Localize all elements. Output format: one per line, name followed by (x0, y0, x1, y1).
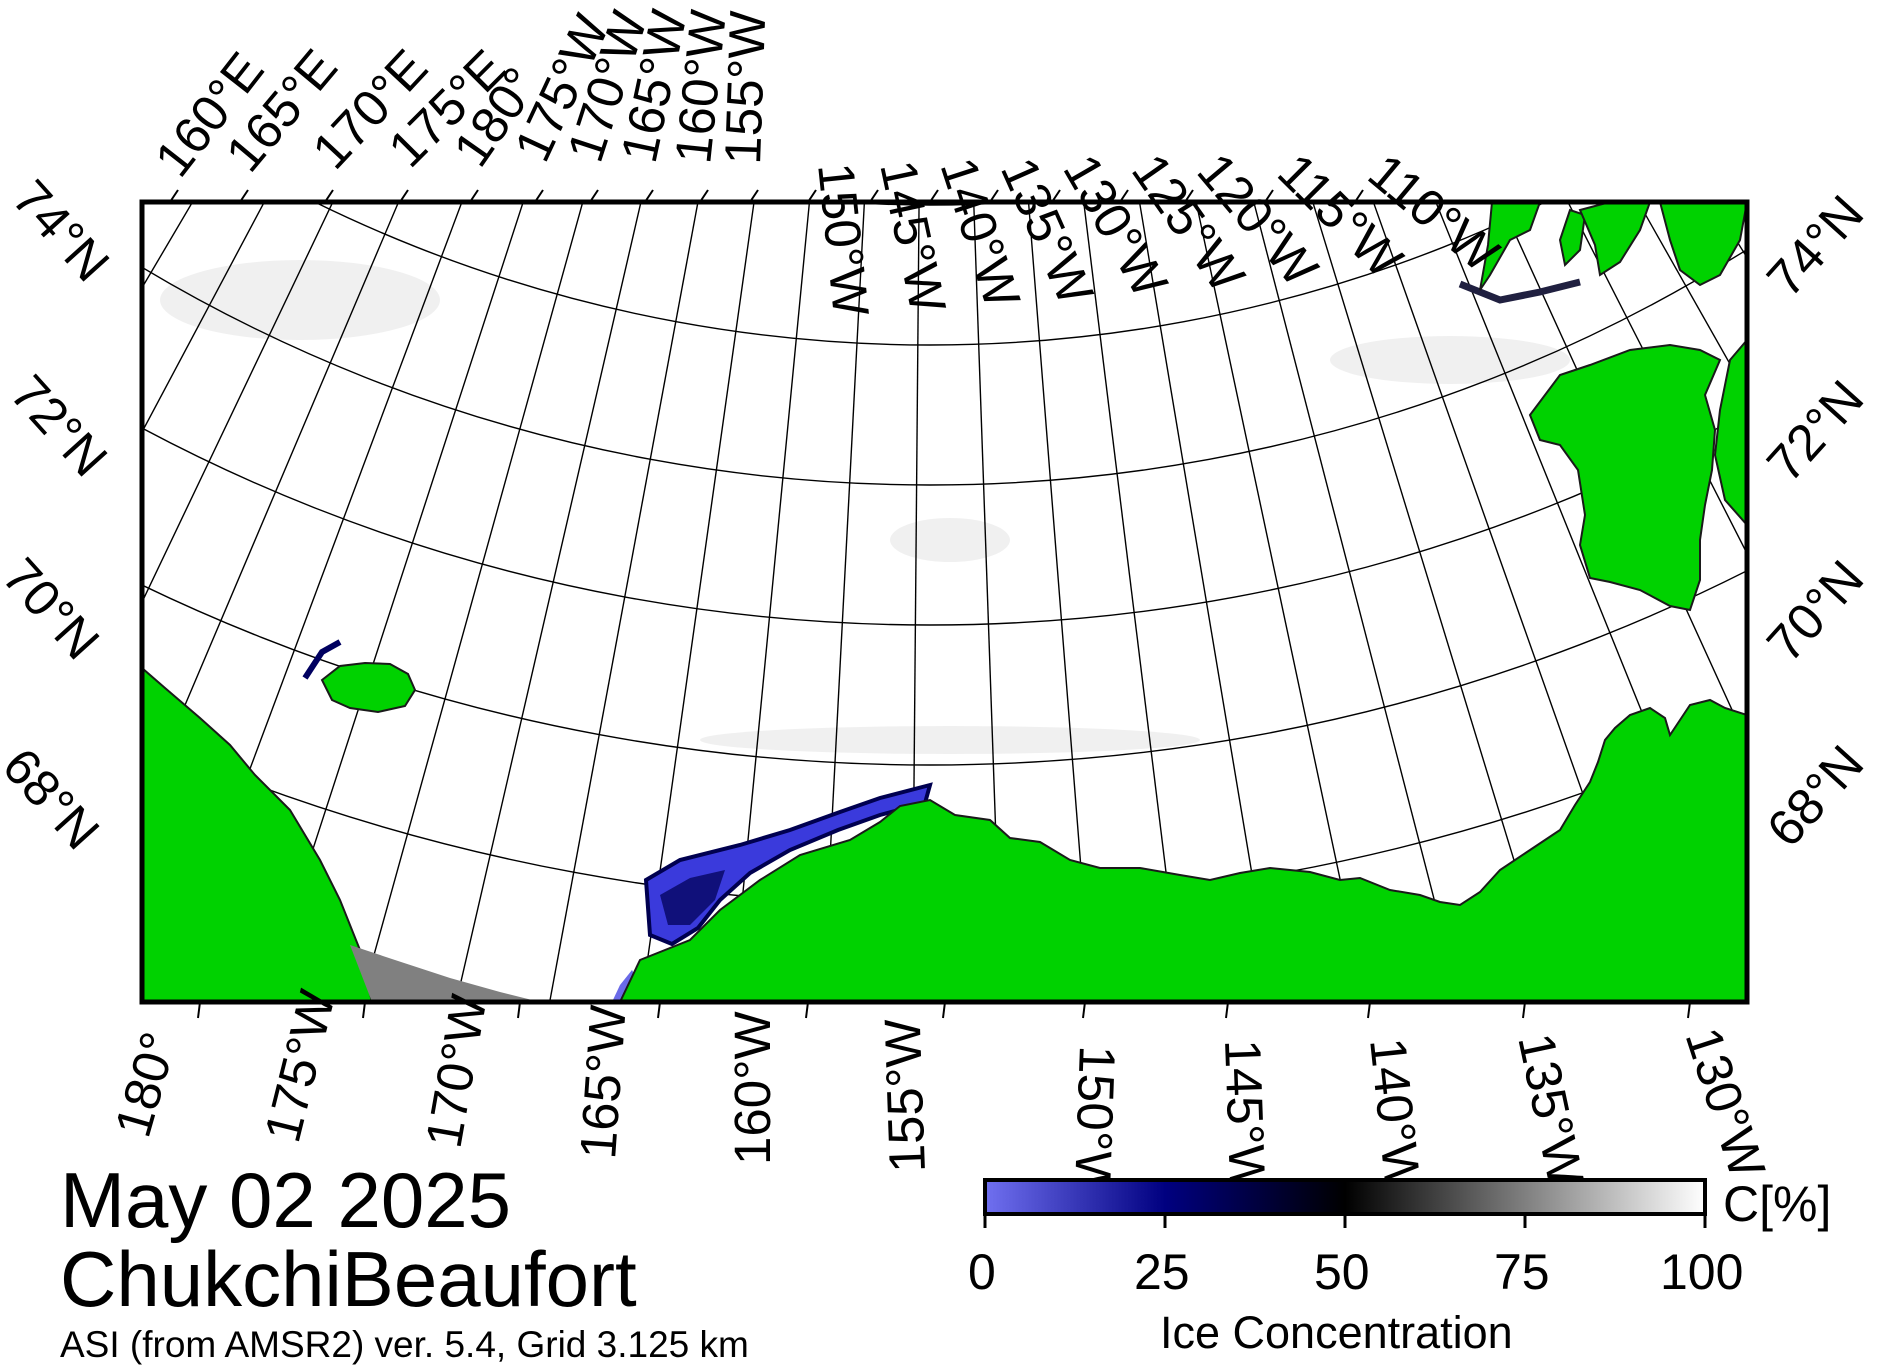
tick-mark (324, 189, 334, 203)
latitude-line (142, 569, 1747, 766)
tick-mark (929, 189, 939, 203)
right-latitude-label: 68°N (1756, 735, 1875, 858)
longitude-line (455, 202, 642, 1002)
longitude-line (1728, 0, 1890, 609)
map-ticks (169, 189, 1691, 1019)
longitude-line (1253, 202, 1462, 1002)
latitude-line (834, 202, 1026, 206)
colorbar-tick-label: 100 (1660, 1244, 1744, 1300)
product-info: ASI (from AMSR2) ver. 5.4, Grid 3.125 km (60, 1324, 749, 1365)
tick-mark (362, 1001, 366, 1019)
tick-mark (169, 189, 179, 203)
tick-mark (517, 1001, 521, 1019)
land-victoria-island (1713, 338, 1747, 527)
right-latitude-label: 70°N (1756, 550, 1875, 673)
longitude-line (142, 202, 334, 604)
tick-mark (807, 189, 817, 203)
tick-mark (469, 189, 479, 203)
tick-mark (1264, 189, 1274, 203)
longitude-line (360, 202, 584, 1002)
tick-mark (869, 189, 879, 203)
bottom-longitude-label: 130°W (1675, 1021, 1777, 1185)
bottom-longitude-label: 180° (104, 1026, 188, 1143)
tick-mark (1522, 1001, 1526, 1019)
tick-mark (399, 189, 409, 203)
tick-mark (239, 189, 249, 203)
bottom-longitude-label: 170°W (415, 991, 498, 1152)
tick-mark (534, 189, 544, 203)
no-data-region (350, 945, 540, 1002)
latitude-line (142, 411, 1747, 626)
tick-mark (197, 1001, 201, 1019)
right-latitude-label: 72°N (1756, 370, 1875, 493)
tick-mark (699, 189, 709, 203)
bottom-longitude-label: 150°W (1064, 1045, 1126, 1201)
bottom-longitude-label: 135°W (1507, 1028, 1595, 1190)
tick-mark (1367, 1001, 1371, 1019)
colorbar-title: Ice Concentration (1160, 1307, 1513, 1358)
tick-mark (989, 189, 999, 203)
land-wrangel-island (320, 661, 417, 714)
tick-mark (1184, 189, 1194, 203)
right-latitude-label: 74°N (1756, 185, 1875, 308)
longitude-line (0, 0, 115, 585)
low-ice-concentration-zone (660, 870, 725, 925)
colorbar-tick-label: 75 (1494, 1244, 1550, 1300)
region-title: ChukchiBeaufort (60, 1235, 637, 1323)
land-arctic-archipelago (1578, 202, 1652, 277)
low-ice-concentration-zone (643, 782, 933, 947)
land-chukotka (142, 666, 374, 1002)
colorbar-ticks (983, 1214, 1707, 1228)
longitude-line (0, 0, 157, 644)
bottom-longitude-label: 145°W (1214, 1038, 1276, 1194)
top-longitude-label: 155°W (714, 10, 776, 166)
tick-mark (1354, 189, 1364, 203)
tick-mark (657, 1001, 661, 1019)
low-ice-concentration-streak (302, 639, 342, 680)
left-latitude-label: 74°N (2, 169, 121, 292)
graticule-grid (0, 0, 1890, 1002)
land-arctic-archipelago (1558, 208, 1587, 268)
left-latitude-label: 70°N (0, 547, 110, 670)
left-latitude-label: 68°N (0, 737, 110, 860)
tick-mark (805, 1001, 809, 1019)
ice-texture (160, 260, 1570, 754)
colorbar (983, 1178, 1707, 1216)
tick-mark (749, 189, 759, 203)
latitude-line (313, 202, 1547, 346)
bottom-longitude-label: 165°W (569, 1004, 637, 1161)
low-ice-concentration-streak (1458, 278, 1581, 304)
colorbar-tick-label: 50 (1314, 1244, 1370, 1300)
colorbar-tick-label: 25 (1134, 1244, 1190, 1300)
tick-mark (1051, 189, 1061, 203)
bottom-longitude-label: 160°W (724, 1011, 781, 1165)
colorbar-unit: C[%] (1723, 1176, 1832, 1232)
bottom-longitude-label: 175°W (253, 985, 345, 1148)
left-latitude-label: 72°N (0, 364, 118, 487)
land-banks-island (1528, 343, 1722, 612)
tick-mark (644, 189, 654, 203)
tick-mark (942, 1001, 946, 1019)
tick-mark (1082, 1001, 1086, 1019)
bottom-longitude-label: 140°W (1359, 1035, 1432, 1194)
longitude-line (548, 202, 699, 1002)
colorbar-tick-label: 0 (968, 1244, 996, 1300)
tick-mark (589, 189, 599, 203)
latitude-line (142, 248, 1747, 486)
longitude-line (1884, 0, 1890, 346)
land-arctic-archipelago (1479, 202, 1542, 291)
land-alaska (618, 698, 1747, 1002)
tick-mark (1119, 189, 1129, 203)
date-title: May 02 2025 (60, 1156, 511, 1244)
tick-mark (1687, 1001, 1691, 1019)
bottom-longitude-label: 155°W (874, 1018, 936, 1174)
tick-mark (1225, 1001, 1229, 1019)
